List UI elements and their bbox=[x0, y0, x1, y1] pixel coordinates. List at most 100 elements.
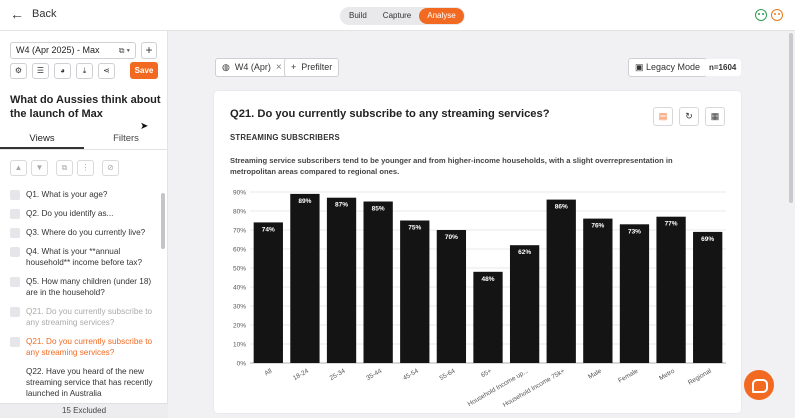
bar[interactable] bbox=[363, 201, 393, 364]
question-label: Q1. What is your age? bbox=[26, 190, 108, 199]
chat-support-button[interactable] bbox=[744, 370, 774, 400]
mode-switcher: Build Capture Analyse bbox=[340, 7, 465, 25]
checkbox[interactable] bbox=[10, 307, 20, 317]
page-scrollbar[interactable] bbox=[789, 33, 793, 203]
bar-value-label: 85% bbox=[372, 206, 385, 213]
bar[interactable] bbox=[326, 197, 357, 363]
bar-value-label: 87% bbox=[335, 202, 348, 209]
grid-icon[interactable]: ▦ bbox=[705, 107, 725, 126]
legacy-mode-button[interactable]: ▣ Legacy Mode bbox=[628, 58, 708, 77]
download-icon[interactable]: ⤓ bbox=[76, 63, 93, 79]
question-item[interactable]: Q1. What is your age? bbox=[10, 189, 160, 200]
x-tick-label: Regional bbox=[687, 367, 713, 386]
question-item[interactable]: Q5. How many children (under 18) are in … bbox=[10, 276, 160, 298]
checkbox[interactable] bbox=[10, 277, 20, 287]
y-tick-label: 50% bbox=[233, 266, 246, 273]
wave-select-value: W4 (Apr 2025) - Max bbox=[16, 45, 100, 55]
tab-filters[interactable]: Filters bbox=[113, 133, 139, 144]
survey-title: What do Aussies think about the launch o… bbox=[10, 94, 161, 120]
bar[interactable] bbox=[619, 224, 650, 363]
x-tick-label: Household Income 75k+ bbox=[502, 368, 567, 409]
bar-value-label: 89% bbox=[298, 198, 311, 205]
excluded-count[interactable]: 15 Excluded bbox=[0, 403, 168, 418]
checkbox[interactable] bbox=[10, 247, 20, 257]
bar[interactable] bbox=[693, 231, 723, 363]
bar[interactable] bbox=[290, 193, 320, 363]
x-tick-label: Household Income up... bbox=[467, 368, 530, 408]
insight-text: Streaming service subscribers tend to be… bbox=[230, 156, 673, 176]
question-label: Q4. What is your **annual household** in… bbox=[26, 247, 143, 267]
sidebar-scrollbar[interactable] bbox=[161, 193, 165, 249]
palette-icon[interactable]: ◕ bbox=[54, 63, 71, 79]
tab-views[interactable]: Views bbox=[0, 128, 84, 149]
wave-chip[interactable]: ◍ W4 (Apr) × bbox=[215, 58, 289, 77]
question-item-selected[interactable]: Q21. Do you currently subscribe to any s… bbox=[10, 336, 160, 358]
x-tick-label: 65+ bbox=[480, 368, 493, 380]
prefilter-button[interactable]: + Prefilter bbox=[284, 58, 340, 77]
bar[interactable] bbox=[583, 218, 613, 363]
gear-icon[interactable]: ⚙ bbox=[10, 63, 27, 79]
copy-chevron-down-icon: ⧉ ▾ bbox=[118, 46, 130, 55]
bar[interactable] bbox=[253, 222, 283, 363]
chart-card: Q21. Do you currently subscribe to any s… bbox=[214, 91, 741, 413]
move-up-icon[interactable]: ▲ bbox=[10, 160, 27, 176]
question-item[interactable]: Q22. Have you heard of the new streaming… bbox=[10, 366, 160, 399]
happy-face-icon[interactable] bbox=[755, 9, 767, 21]
share-icon[interactable]: ⋖ bbox=[98, 63, 115, 79]
bar-chart: 0% 10% 20% 30% 40% 50% 60% 70% 80% 90% 74% 89% 87% 8… bbox=[233, 190, 726, 409]
x-tick-label: 18-24 bbox=[292, 367, 310, 382]
refresh-icon[interactable]: ↻ bbox=[679, 107, 699, 126]
bar-value-label: 74% bbox=[262, 226, 275, 233]
back-button[interactable]: ← Back bbox=[10, 6, 57, 22]
save-button[interactable]: Save bbox=[130, 62, 158, 79]
mouse-cursor-icon: ➤ bbox=[140, 121, 149, 132]
wave-select[interactable]: W4 (Apr 2025) - Max ⧉ ▾ bbox=[10, 42, 136, 59]
globe-icon: ◍ bbox=[222, 62, 230, 72]
x-tick-label: Male bbox=[587, 367, 603, 380]
bar[interactable] bbox=[656, 216, 686, 363]
bar-value-label: 69% bbox=[701, 236, 714, 243]
bar[interactable] bbox=[400, 220, 430, 364]
bar-value-label: 73% bbox=[628, 228, 641, 235]
y-tick-label: 0% bbox=[237, 361, 247, 368]
question-label: Q5. How many children (under 18) are in … bbox=[26, 277, 152, 297]
bar[interactable] bbox=[436, 230, 467, 363]
bar[interactable] bbox=[509, 245, 540, 363]
question-item-dragging[interactable]: Q21. Do you currently subscribe to any s… bbox=[10, 306, 160, 328]
checkbox[interactable] bbox=[10, 190, 20, 200]
y-tick-label: 30% bbox=[233, 304, 246, 311]
hide-icon[interactable]: ⊘ bbox=[102, 160, 119, 176]
plus-icon: + bbox=[291, 62, 297, 72]
mode-capture[interactable]: Capture bbox=[382, 11, 412, 20]
checkbox[interactable] bbox=[10, 209, 20, 219]
move-down-icon[interactable]: ▼ bbox=[31, 160, 48, 176]
back-label: Back bbox=[32, 8, 57, 20]
question-list: Q1. What is your age? Q2. Do you identif… bbox=[10, 189, 160, 407]
checkbox[interactable] bbox=[10, 337, 20, 347]
report-icon[interactable]: ☰ bbox=[32, 63, 49, 79]
add-wave-button[interactable]: + bbox=[141, 42, 157, 59]
question-item[interactable]: Q2. Do you identify as... bbox=[10, 208, 160, 219]
bar[interactable] bbox=[546, 199, 576, 363]
close-icon[interactable]: × bbox=[275, 62, 282, 73]
sidebar: W4 (Apr 2025) - Max ⧉ ▾ + ⚙ ☰ ◕ ⤓ ⋖ Save… bbox=[0, 31, 168, 418]
mode-build[interactable]: Build bbox=[349, 11, 367, 20]
sad-face-icon[interactable] bbox=[771, 9, 783, 21]
more-icon[interactable]: ⋮ bbox=[77, 160, 94, 176]
comment-icon[interactable]: ▤ bbox=[653, 107, 673, 126]
bar-value-label: 86% bbox=[555, 204, 568, 211]
x-tick-label: Metro bbox=[658, 367, 676, 382]
bar-value-label: 48% bbox=[481, 276, 494, 283]
checkbox[interactable] bbox=[10, 228, 20, 238]
sidebar-tabs: Views Filters bbox=[0, 128, 168, 150]
question-item[interactable]: Q3. Where do you currently live? bbox=[10, 227, 160, 238]
y-tick-label: 40% bbox=[233, 285, 246, 292]
question-item[interactable]: Q4. What is your **annual household** in… bbox=[10, 246, 160, 268]
arrow-left-icon: ← bbox=[10, 6, 24, 22]
mode-analyse[interactable]: Analyse bbox=[419, 8, 464, 24]
x-tick-label: 35-44 bbox=[365, 367, 383, 382]
bar[interactable] bbox=[473, 271, 503, 363]
question-toolbar: ▲ ▼ ⧉ ⋮ ⊘ bbox=[10, 160, 119, 176]
bar-value-label: 62% bbox=[518, 249, 531, 256]
duplicate-icon[interactable]: ⧉ bbox=[56, 160, 73, 176]
